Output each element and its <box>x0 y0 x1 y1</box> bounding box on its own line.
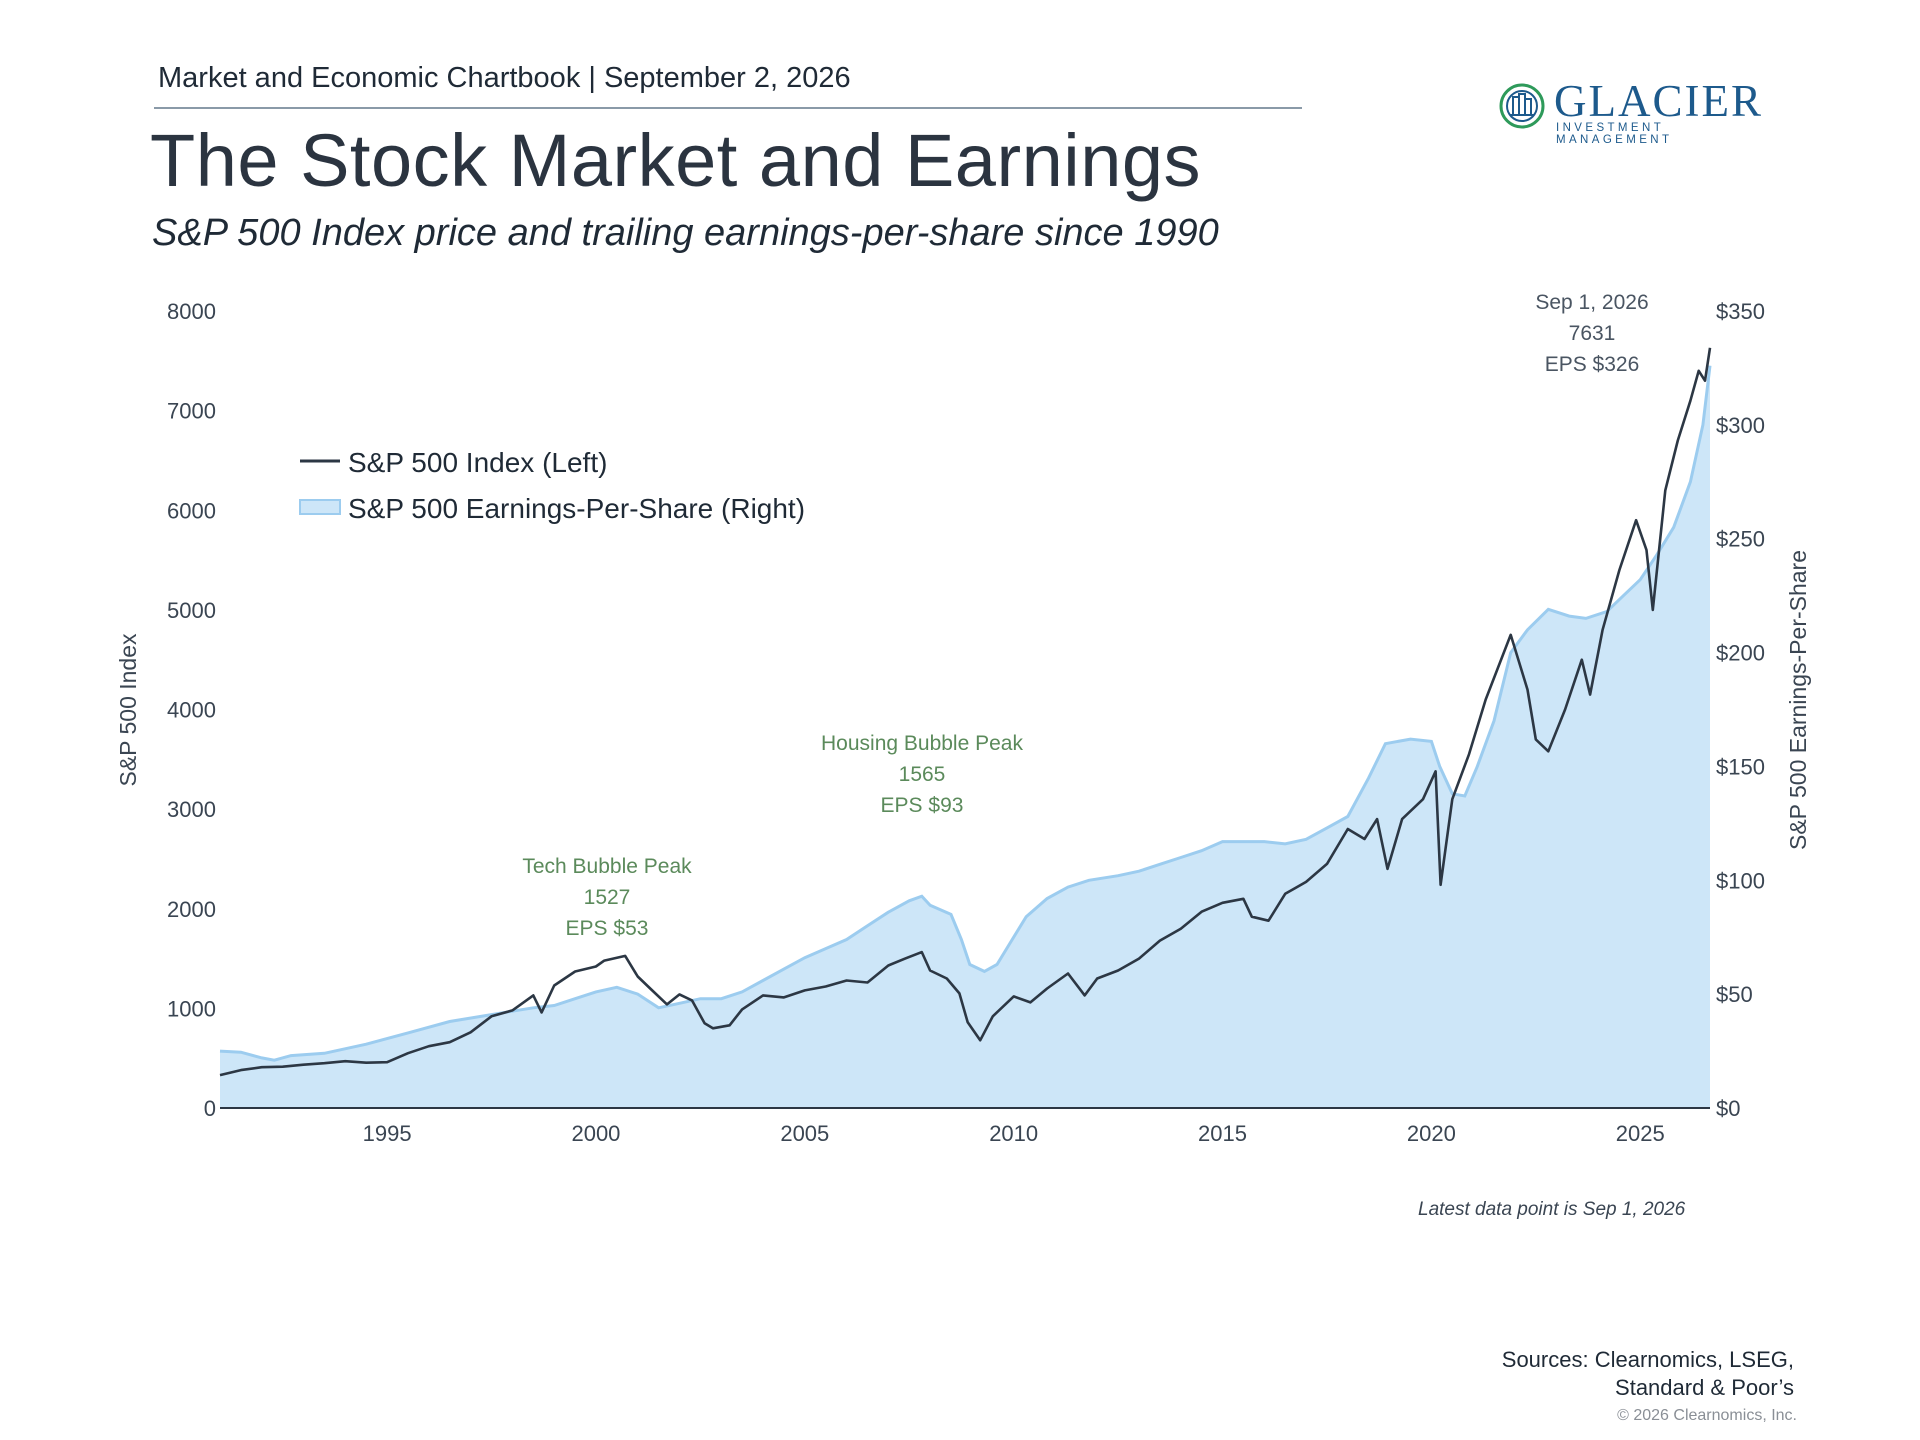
sources-line-2: Standard & Poor’s <box>1615 1375 1794 1400</box>
right-tick-label: $0 <box>1716 1096 1740 1121</box>
left-tick-label: 1000 <box>167 996 216 1021</box>
left-axis-title: S&P 500 Index <box>115 633 141 787</box>
header-divider <box>154 107 1302 109</box>
eps-area <box>220 365 1710 1108</box>
legend-eps-label: S&P 500 Earnings-Per-Share (Right) <box>348 493 805 524</box>
logo-tagline: INVESTMENT MANAGEMENT <box>1556 122 1673 146</box>
annotation-label: EPS $93 <box>881 794 964 817</box>
annotation-label: Sep 1, 2026 <box>1535 291 1648 314</box>
x-tick-label: 2025 <box>1616 1121 1665 1146</box>
copyright-note: © 2026 Clearnomics, Inc. <box>1617 1407 1797 1424</box>
annotation-label: EPS $53 <box>566 917 649 940</box>
chartbook-header: Market and Economic Chartbook | Septembe… <box>158 62 851 94</box>
left-tick-label: 8000 <box>167 299 216 324</box>
left-tick-label: 2000 <box>167 897 216 922</box>
right-axis-title: S&P 500 Earnings-Per-Share <box>1785 550 1811 850</box>
right-tick-label: $50 <box>1716 982 1753 1007</box>
latest-data-note: Latest data point is Sep 1, 2026 <box>1418 1199 1686 1220</box>
x-tick-label: 1995 <box>363 1121 412 1146</box>
left-tick-label: 6000 <box>167 498 216 523</box>
page-subtitle: S&P 500 Index price and trailing earning… <box>152 212 1219 254</box>
eps-edge-line <box>219 365 1712 1062</box>
right-tick-label: $100 <box>1716 868 1765 893</box>
left-tick-label: 0 <box>204 1096 216 1121</box>
legend-index-label: S&P 500 Index (Left) <box>348 447 607 478</box>
annotation-label: EPS $326 <box>1545 353 1640 376</box>
annotation-label: Housing Bubble Peak <box>821 732 1023 755</box>
x-tick-label: 2020 <box>1407 1121 1456 1146</box>
left-tick-label: 7000 <box>167 399 216 424</box>
right-tick-label: $250 <box>1716 527 1765 552</box>
left-tick-label: 3000 <box>167 797 216 822</box>
x-tick-label: 2000 <box>571 1121 620 1146</box>
glacier-building-icon <box>1499 83 1545 129</box>
annotation-label: 1565 <box>899 763 946 786</box>
annotation-label: 1527 <box>584 886 631 909</box>
x-tick-label: 2015 <box>1198 1121 1247 1146</box>
x-tick-label: 2010 <box>989 1121 1038 1146</box>
page-title: The Stock Market and Earnings <box>150 119 1202 202</box>
right-tick-label: $200 <box>1716 641 1765 666</box>
annotation-label: Tech Bubble Peak <box>522 855 692 878</box>
logo-wordmark: GLACIER <box>1554 76 1763 126</box>
right-tick-label: $350 <box>1716 299 1765 324</box>
sources-line-1: Sources: Clearnomics, LSEG, <box>1501 1347 1794 1372</box>
x-tick-label: 2005 <box>780 1121 829 1146</box>
sp500-index-line <box>219 347 1712 1077</box>
legend-eps-swatch <box>299 499 341 515</box>
left-tick-label: 5000 <box>167 598 216 623</box>
left-tick-label: 4000 <box>167 698 216 723</box>
glacier-logo: GLACIER INVESTMENT MANAGEMENT <box>1498 76 1766 146</box>
sources-note: Sources: Clearnomics, LSEG, Standard & P… <box>1502 1346 1794 1402</box>
annotation-label: 7631 <box>1569 322 1616 345</box>
right-tick-label: $150 <box>1716 754 1765 779</box>
right-tick-label: $300 <box>1716 413 1765 438</box>
